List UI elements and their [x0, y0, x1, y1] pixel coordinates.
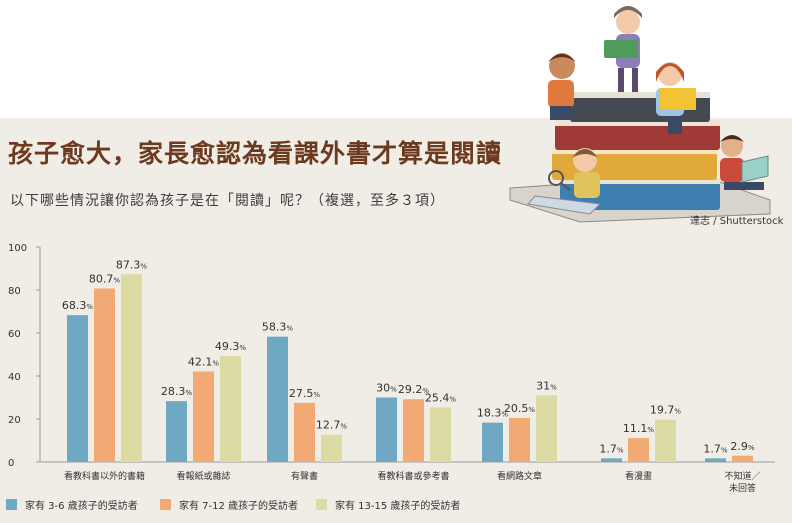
legend-item-series-2: 家有 7-12 歲孩子的受訪者: [160, 497, 298, 512]
child-sitting-right-icon: [720, 135, 769, 190]
y-tick-label: 60: [8, 329, 21, 340]
x-category-label: 看教科書以外的書籍: [64, 470, 145, 482]
x-category-label: 有聲書: [291, 470, 318, 482]
bar: [705, 458, 726, 462]
bar: [267, 336, 288, 462]
bar: [294, 402, 315, 462]
bar: [121, 274, 142, 462]
bar: [193, 371, 214, 462]
bar-value-label: 11.1%: [623, 422, 655, 435]
bar-value-label: 31%: [536, 379, 557, 392]
bar: [67, 315, 88, 462]
legend-label-2: 家有 7-12 歲孩子的受訪者: [179, 501, 299, 512]
x-category-label: 看教科書或參考書: [377, 470, 449, 482]
bar: [430, 407, 451, 462]
child-with-magnifier-icon: [527, 148, 602, 215]
bar-value-label: 12.7%: [316, 419, 348, 432]
bar-value-label: 49.3%: [215, 340, 247, 353]
legend-swatch-3: [316, 499, 327, 510]
bar: [321, 434, 342, 462]
y-tick-label: 100: [8, 243, 27, 254]
legend-swatch-2: [160, 499, 171, 510]
x-category-label: 看網路文章: [497, 470, 542, 482]
bar: [403, 399, 424, 462]
child-standing-icon: [604, 6, 642, 92]
bar-value-label: 80.7%: [89, 272, 121, 285]
child-sitting-left-icon: [548, 53, 576, 120]
legend: 家有 3-6 歲孩子的受訪者 家有 7-12 歲孩子的受訪者 家有 13-15 …: [0, 497, 792, 517]
chart-subtitle: 以下哪些情況讓你認為孩子是在「閱讀」呢？（複選，至多３項）: [10, 193, 445, 209]
y-tick-label: 0: [8, 458, 14, 469]
bar-value-label: 1.7%: [703, 442, 728, 455]
bar: [376, 397, 397, 462]
bar-value-label: 30%: [376, 382, 397, 395]
bar: [94, 288, 115, 462]
legend-swatch-1: [6, 499, 17, 510]
bar: [509, 417, 530, 462]
child-reading-right-icon: [656, 62, 696, 134]
bar-value-label: 1.7%: [599, 442, 624, 455]
y-tick-label: 20: [8, 415, 21, 426]
children-reading-illustration: [509, 6, 771, 223]
bar: [220, 356, 241, 462]
bar-value-label: 87.3%: [116, 258, 148, 271]
bar: [732, 455, 753, 462]
bar-value-label: 19.7%: [650, 404, 682, 417]
bar: [482, 422, 503, 462]
bar-value-label: 28.3%: [161, 385, 193, 398]
x-category-label: 未回答: [729, 482, 756, 494]
bar-value-label: 25.4%: [425, 391, 457, 404]
legend-item-series-3: 家有 13-15 歲孩子的受訪者: [316, 497, 460, 512]
legend-label-1: 家有 3-6 歲孩子的受訪者: [25, 501, 138, 512]
bar: [601, 458, 622, 462]
legend-item-series-1: 家有 3-6 歲孩子的受訪者: [6, 497, 138, 512]
image-credit: 達志 / Shutterstock: [690, 216, 784, 227]
bar-value-label: 2.9%: [730, 440, 755, 453]
x-category-label: 看漫畫: [625, 470, 652, 482]
chart-title: 孩子愈大，家長愈認為看課外書才算是閱讀: [8, 139, 503, 168]
legend-label-3: 家有 13-15 歲孩子的受訪者: [335, 501, 461, 512]
bar-value-label: 42.1%: [188, 355, 220, 368]
bar-value-label: 29.2%: [398, 383, 430, 396]
bar-value-label: 68.3%: [62, 299, 94, 312]
bar-value-label: 18.3%: [477, 407, 509, 420]
x-category-label: 看報紙或雜誌: [176, 470, 230, 482]
y-tick-label: 80: [8, 286, 21, 297]
bar: [655, 419, 676, 462]
x-category-label: 不知道／: [724, 470, 760, 482]
bar-value-label: 20.5%: [504, 402, 536, 415]
bar: [536, 395, 557, 462]
bar: [166, 401, 187, 462]
bar-value-label: 27.5%: [289, 387, 321, 400]
bar: [628, 438, 649, 462]
bar-value-label: 58.3%: [262, 321, 294, 334]
y-tick-label: 40: [8, 372, 21, 383]
